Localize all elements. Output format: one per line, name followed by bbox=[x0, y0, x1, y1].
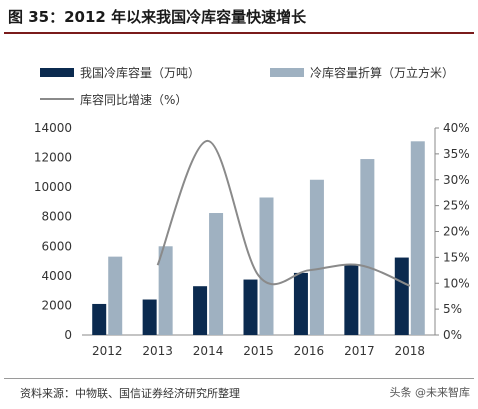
bar-capacity bbox=[344, 264, 359, 335]
x-tick-label: 2013 bbox=[142, 344, 173, 358]
combo-chart: 我国冷库容量（万吨） 冷库容量折算（万立方米） 库容同比增速（%） 0 2000 4000… bbox=[34, 65, 470, 358]
y-right-tick-label: 30% bbox=[443, 173, 470, 187]
bar-capacity bbox=[293, 272, 308, 335]
x-tick-label: 2017 bbox=[344, 344, 375, 358]
y-right-tick-label: 35% bbox=[443, 147, 470, 161]
source-note: 资料来源：中物联、国信证券经济研究所整理 bbox=[20, 387, 240, 400]
bar-capacity bbox=[142, 299, 157, 335]
bar-converted bbox=[410, 141, 425, 335]
x-tick-label: 2014 bbox=[193, 344, 224, 358]
watermark: 头条 @未来智库 bbox=[389, 386, 471, 399]
bar-converted bbox=[108, 256, 123, 335]
bar-capacity bbox=[394, 257, 409, 335]
bar-converted bbox=[209, 213, 224, 335]
y-left-tick-label: 4000 bbox=[41, 269, 72, 283]
y-right-tick-label: 40% bbox=[443, 121, 470, 135]
y-right-tick-label: 15% bbox=[443, 250, 470, 264]
legend-label-growth: 库容同比增速（%） bbox=[80, 92, 187, 107]
bar-converted bbox=[360, 159, 375, 335]
bar-converted bbox=[158, 246, 173, 335]
growth-line bbox=[156, 139, 411, 287]
x-tick-label: 2018 bbox=[395, 344, 426, 358]
y-left-tick-label: 8000 bbox=[41, 210, 72, 224]
y-left-tick-label: 14000 bbox=[34, 121, 72, 135]
x-tick-label: 2015 bbox=[243, 344, 274, 358]
y-left-tick-label: 10000 bbox=[34, 180, 72, 194]
source-divider bbox=[4, 378, 474, 379]
figure-title: 图 35：2012 年以来我国冷库容量快速增长 bbox=[8, 8, 307, 26]
y-left-tick-label: 6000 bbox=[41, 239, 72, 253]
y-left-tick-label: 0 bbox=[64, 328, 72, 342]
y-left-tick-label: 2000 bbox=[41, 298, 72, 312]
y-right-tick-label: 20% bbox=[443, 225, 470, 239]
x-tick-label: 2012 bbox=[92, 344, 123, 358]
bar-capacity bbox=[92, 303, 107, 335]
y-right-tick-label: 10% bbox=[443, 276, 470, 290]
bar-converted bbox=[259, 197, 274, 335]
y-right-tick-label: 5% bbox=[443, 302, 462, 316]
bar-converted bbox=[309, 179, 324, 335]
bar-capacity bbox=[193, 286, 208, 335]
legend-swatch-converted bbox=[270, 68, 304, 77]
y-right-tick-label: 0% bbox=[443, 328, 462, 342]
legend-label-converted: 冷库容量折算（万立方米） bbox=[310, 65, 454, 80]
y-right-tick-label: 25% bbox=[443, 199, 470, 213]
legend-label-capacity: 我国冷库容量（万吨） bbox=[80, 65, 200, 80]
x-tick-label: 2016 bbox=[294, 344, 325, 358]
bar-capacity bbox=[243, 279, 258, 335]
y-left-tick-label: 12000 bbox=[34, 151, 72, 165]
legend-swatch-capacity bbox=[40, 68, 74, 77]
title-divider bbox=[4, 32, 474, 34]
